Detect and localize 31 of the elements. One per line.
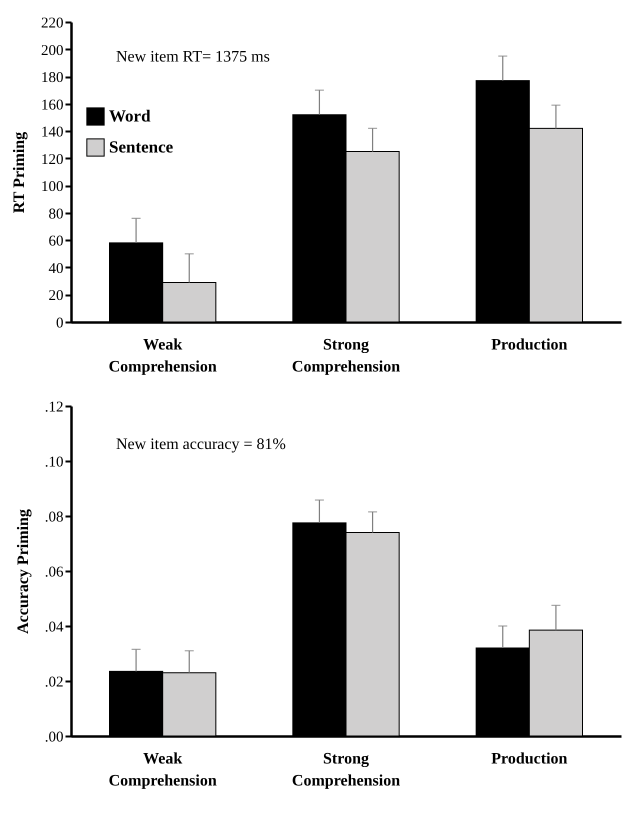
y-tick-label: 0 (56, 316, 64, 332)
annotation: New item RT= 1375 ms (116, 48, 270, 66)
x-tick-label: Strong Comprehension (292, 750, 400, 790)
x-tick-label: Strong Comprehension (292, 336, 400, 376)
y-tick-label: 220 (41, 16, 64, 32)
y-tick-label: 100 (41, 179, 64, 196)
y-axis-title: Accuracy Priming (14, 509, 32, 634)
x-tick-label: Production (491, 750, 568, 768)
y-tick-label: 60 (48, 234, 64, 250)
y-tick-label: 120 (41, 152, 64, 168)
y-tick-label: 160 (41, 97, 64, 114)
y-axis-title: RT Priming (11, 132, 28, 214)
y-tick-label: 200 (41, 42, 64, 59)
y-tick-label: .12 (44, 400, 64, 416)
x-tick-label: Weak Comprehension (108, 750, 217, 790)
y-tick-label: 140 (41, 124, 64, 141)
y-tick-label: .02 (44, 674, 64, 690)
y-tick-label: 40 (48, 260, 64, 277)
y-tick-label: .04 (44, 620, 64, 636)
legend-label: Word (109, 106, 152, 126)
y-tick-label: .06 (44, 564, 64, 580)
y-tick-label: 180 (41, 70, 64, 86)
x-tick-label: Production (491, 336, 568, 354)
y-tick-label: .10 (44, 454, 64, 470)
y-tick-label: 20 (48, 288, 64, 304)
y-tick-label: .08 (44, 510, 64, 526)
x-tick-label: Weak Comprehension (108, 336, 217, 376)
annotation: New item accuracy = 81% (116, 436, 286, 453)
y-tick-label: 80 (48, 206, 64, 222)
y-tick-label: .00 (44, 730, 64, 746)
legend-label: Sentence (109, 138, 174, 156)
